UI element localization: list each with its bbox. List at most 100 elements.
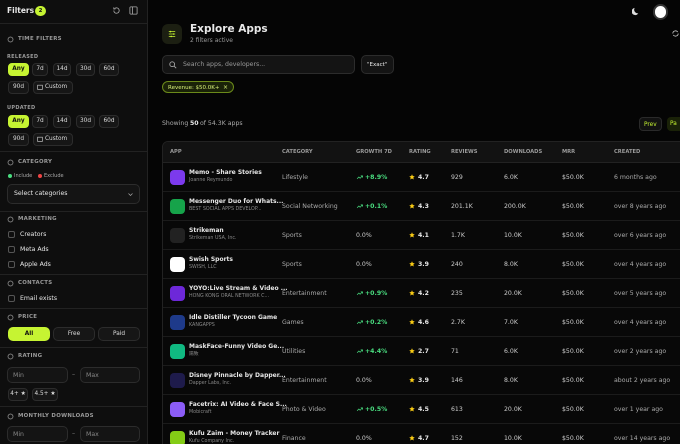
- app-name[interactable]: MaskFace-Funny Video Ge...: [189, 343, 285, 350]
- column-header[interactable]: APP: [170, 149, 182, 155]
- user-avatar[interactable]: [653, 4, 668, 20]
- app-name[interactable]: Strikeman: [189, 227, 224, 234]
- app-developer: Dapper Labs, Inc.: [189, 381, 231, 386]
- growth-arrow: [356, 349, 363, 354]
- time-option[interactable]: 60d: [99, 63, 119, 76]
- table-row[interactable]: Idle Distiller Tycoon Game KANGAPPS Games +…: [163, 308, 680, 337]
- app-name[interactable]: Messenger Duo for Whats...: [189, 198, 284, 205]
- app-name[interactable]: YOYO:Live Stream & Video ...: [189, 285, 288, 292]
- app-category: Social Networking: [282, 202, 338, 210]
- checkbox[interactable]: [8, 231, 15, 238]
- section-label: TIME FILTERS: [18, 36, 62, 42]
- app-name[interactable]: Memo - Share Stories: [189, 169, 262, 176]
- chip-label: Revenue: $50.0K+: [168, 84, 220, 91]
- app-category: Sports: [282, 260, 302, 268]
- table-row[interactable]: Strikeman Strikeman USA, Inc. Sports 0.0% 4.…: [163, 221, 680, 250]
- downloads-value: 6.0K: [504, 347, 518, 355]
- time-option[interactable]: 14d: [53, 115, 71, 128]
- checkbox[interactable]: [8, 261, 15, 268]
- time-option[interactable]: 14d: [53, 63, 71, 76]
- column-header[interactable]: MRR: [562, 149, 576, 155]
- table-row[interactable]: YOYO:Live Stream & Video ... HONG KONG OR…: [163, 279, 680, 308]
- mrr-value: $50.0K: [562, 318, 584, 326]
- divider: [0, 406, 147, 407]
- checkbox[interactable]: [8, 295, 15, 302]
- checkbox-label[interactable]: Email exists: [20, 294, 58, 302]
- search-box[interactable]: Search apps, developers...: [162, 55, 355, 74]
- theme-toggle-icon: [632, 7, 639, 16]
- checkbox[interactable]: [8, 246, 15, 253]
- category-select[interactable]: Select categories: [7, 184, 140, 204]
- exclude-option[interactable]: Exclude: [44, 173, 64, 179]
- exact-match-toggle[interactable]: "Exact": [361, 55, 394, 74]
- growth-value: +0.1%: [365, 202, 388, 210]
- exclude-dot: [38, 174, 42, 178]
- time-option[interactable]: 7d: [32, 115, 48, 128]
- app-name[interactable]: Facetrix: AI Video & Face S...: [189, 401, 287, 408]
- checkbox-label[interactable]: Apple Ads: [20, 260, 51, 268]
- column-header[interactable]: DOWNLOADS: [504, 149, 543, 155]
- app-name[interactable]: Swish Sports: [189, 256, 233, 263]
- section-label: MARKETING: [18, 216, 57, 222]
- app-developer: BEST SOCIAL APPS DEVELOP...: [189, 207, 262, 212]
- time-option[interactable]: 90d: [8, 81, 29, 94]
- time-option[interactable]: 30d: [76, 63, 95, 76]
- app-category: Lifestyle: [282, 173, 308, 181]
- divider: [0, 308, 147, 309]
- rating-option[interactable]: 4.5+ ★: [32, 388, 58, 401]
- app-icon: [170, 170, 185, 185]
- reviews-value: 2.7K: [451, 318, 465, 326]
- table-row[interactable]: MaskFace-Funny Video Ge... 陽致 Utilities +4.…: [163, 337, 680, 366]
- time-option[interactable]: 7d: [32, 63, 48, 76]
- app-name[interactable]: Disney Pinnacle by Dapper...: [189, 372, 286, 379]
- min-input[interactable]: Min: [7, 367, 68, 383]
- table-row[interactable]: Facetrix: AI Video & Face S... Mobicraft P…: [163, 395, 680, 424]
- column-header[interactable]: RATING: [409, 149, 431, 155]
- table-row[interactable]: Swish Sports SWISH, LLC Sports 0.0% 3.9 240 8.…: [163, 250, 680, 279]
- section-icon: [7, 159, 14, 166]
- time-option[interactable]: Any: [8, 115, 29, 128]
- app-name[interactable]: Kufu Zaim - Money Tracker: [189, 430, 280, 437]
- active-filter-chip[interactable]: Revenue: $50.0K+ ×: [162, 81, 234, 93]
- column-header[interactable]: CATEGORY: [282, 149, 313, 155]
- time-option[interactable]: 60d: [99, 115, 119, 128]
- next-button[interactable]: Pa: [667, 117, 680, 131]
- custom-range-button[interactable]: Custom: [33, 133, 73, 146]
- price-option[interactable]: Free: [53, 327, 95, 341]
- rating-value: 4.7: [418, 173, 429, 181]
- app-category: Finance: [282, 434, 306, 442]
- downloads-value: 8.0K: [504, 376, 518, 384]
- chip-remove[interactable]: ×: [223, 83, 229, 91]
- rating-star: [409, 377, 415, 383]
- time-option[interactable]: Any: [8, 63, 29, 76]
- price-option[interactable]: All: [8, 327, 50, 341]
- table-row[interactable]: Disney Pinnacle by Dapper... Dapper Labs,…: [163, 366, 680, 395]
- filters-sidebar: Filters 2 TIME FILTERS RELEASED Any 7d 14d 30d 6…: [0, 0, 148, 444]
- column-header[interactable]: GROWTH 7D: [356, 149, 392, 155]
- app-name[interactable]: Idle Distiller Tycoon Game: [189, 314, 278, 321]
- checkbox-label[interactable]: Meta Ads: [20, 245, 49, 253]
- time-option[interactable]: 30d: [76, 115, 95, 128]
- app-category: Entertainment: [282, 289, 327, 297]
- time-option[interactable]: 90d: [8, 133, 29, 146]
- min-input[interactable]: Min: [7, 426, 68, 442]
- table-row[interactable]: Kufu Zaim - Money Tracker Kufu Company In…: [163, 424, 680, 444]
- rating-option[interactable]: 4+ ★: [8, 388, 28, 401]
- column-header[interactable]: REVIEWS: [451, 149, 478, 155]
- max-input[interactable]: Max: [80, 426, 140, 442]
- table-row[interactable]: Memo - Share Stories Joanne Reymundo Lifes…: [163, 163, 680, 192]
- price-option[interactable]: Paid: [98, 327, 140, 341]
- search-placeholder: Search apps, developers...: [183, 60, 266, 68]
- section-label: CONTACTS: [18, 280, 53, 286]
- rating-star: [409, 203, 415, 209]
- include-option[interactable]: Include: [14, 173, 33, 179]
- subsection-label: RELEASED: [7, 54, 39, 60]
- max-input[interactable]: Max: [80, 367, 140, 383]
- custom-range-button[interactable]: Custom: [33, 81, 73, 94]
- table-row[interactable]: Messenger Duo for Whats... BEST SOCIAL AP…: [163, 192, 680, 221]
- max-placeholder: Max: [86, 372, 99, 379]
- checkbox-label[interactable]: Creators: [20, 230, 47, 238]
- column-header[interactable]: CREATED: [614, 149, 641, 155]
- prev-button[interactable]: Prev: [639, 117, 662, 131]
- rating-star: [409, 319, 415, 325]
